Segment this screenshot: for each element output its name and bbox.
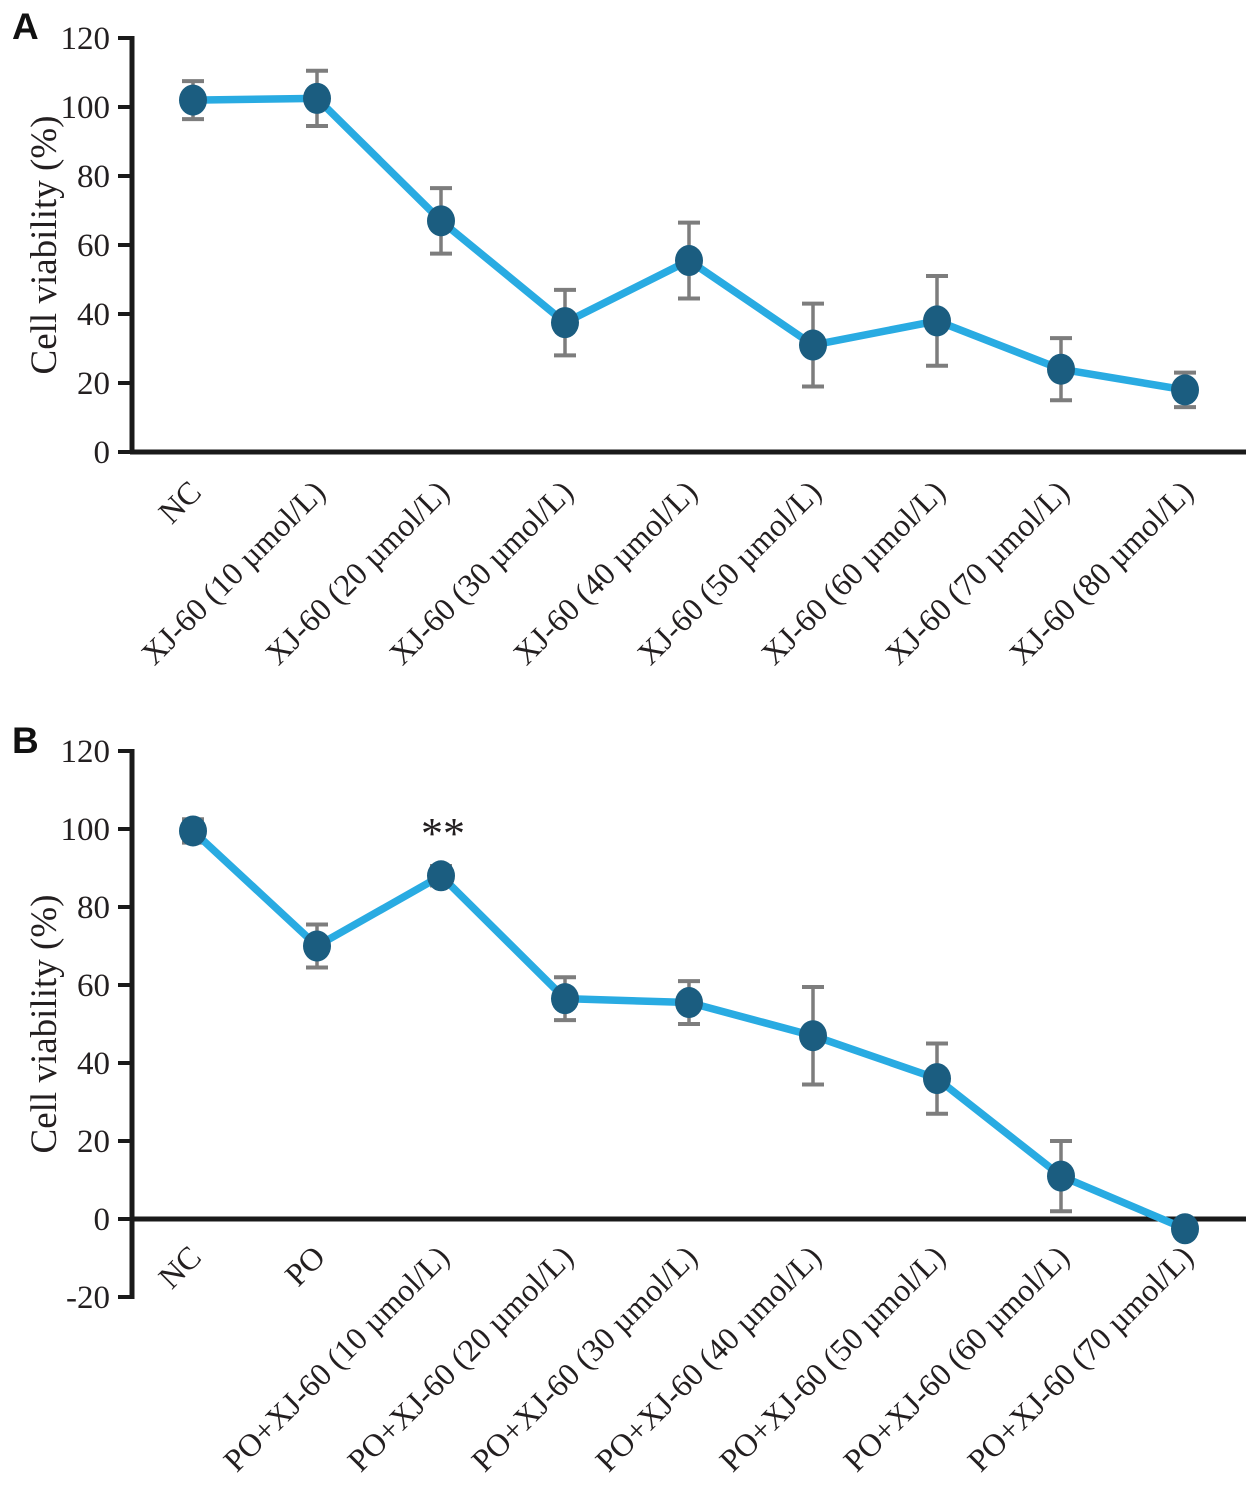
data-point [923,305,951,337]
y-axis-tick-label: 60 [77,228,110,264]
y-axis-tick-label: 120 [61,734,111,770]
data-point [551,307,579,339]
data-point [1171,1213,1199,1245]
x-axis-category-label: PO+XJ-60 (40 µmol/L) [588,1238,828,1478]
data-point [303,930,331,962]
y-axis-title: Cell viability (%) [24,895,65,1154]
x-axis-category-label: PO [278,1238,332,1292]
y-axis-tick-label: 20 [77,366,110,402]
data-point [1171,374,1199,406]
data-point [427,860,455,892]
data-point [675,987,703,1019]
y-axis-tick-label: 100 [61,90,111,126]
x-axis-category-label: PO+XJ-60 (70 µmol/L) [960,1238,1200,1478]
significance-annotation: ** [421,809,465,858]
y-axis-tick-label: -20 [66,1280,110,1316]
x-axis-category-label: PO+XJ-60 (50 µmol/L) [712,1238,952,1478]
panel-b-letter: B [12,720,39,761]
data-point [179,815,207,847]
data-point [427,205,455,237]
data-point [1047,1160,1075,1192]
y-axis-tick-label: 120 [61,21,111,57]
y-axis-tick-label: 0 [94,1202,111,1238]
data-point [179,84,207,116]
data-point [303,82,331,114]
y-axis-tick-label: 80 [77,890,110,926]
y-axis-tick-label: 60 [77,968,110,1004]
data-point [799,329,827,361]
x-axis-category-label: PO+XJ-60 (60 µmol/L) [836,1238,1076,1478]
data-point [923,1063,951,1095]
x-axis-category-label: NC [151,473,208,530]
data-point [799,1020,827,1052]
data-point [1047,353,1075,385]
y-axis-tick-label: 40 [77,1046,110,1082]
y-axis-tick-label: 100 [61,812,111,848]
y-axis-tick-label: 80 [77,159,110,195]
x-axis-category-label: PO+XJ-60 (20 µmol/L) [340,1238,580,1478]
y-axis-tick-label: 20 [77,1124,110,1160]
y-axis-tick-label: 0 [94,435,111,471]
data-point [675,245,703,277]
data-point [551,983,579,1015]
x-axis-category-label: PO+XJ-60 (10 µmol/L) [216,1238,456,1478]
y-axis-title: Cell viability (%) [24,116,65,375]
x-axis-category-label: NC [151,1238,208,1295]
x-axis-category-label: PO+XJ-60 (30 µmol/L) [464,1238,704,1478]
data-line [189,827,1189,1233]
panel-a-letter: A [12,6,39,47]
y-axis-tick-label: 40 [77,297,110,333]
